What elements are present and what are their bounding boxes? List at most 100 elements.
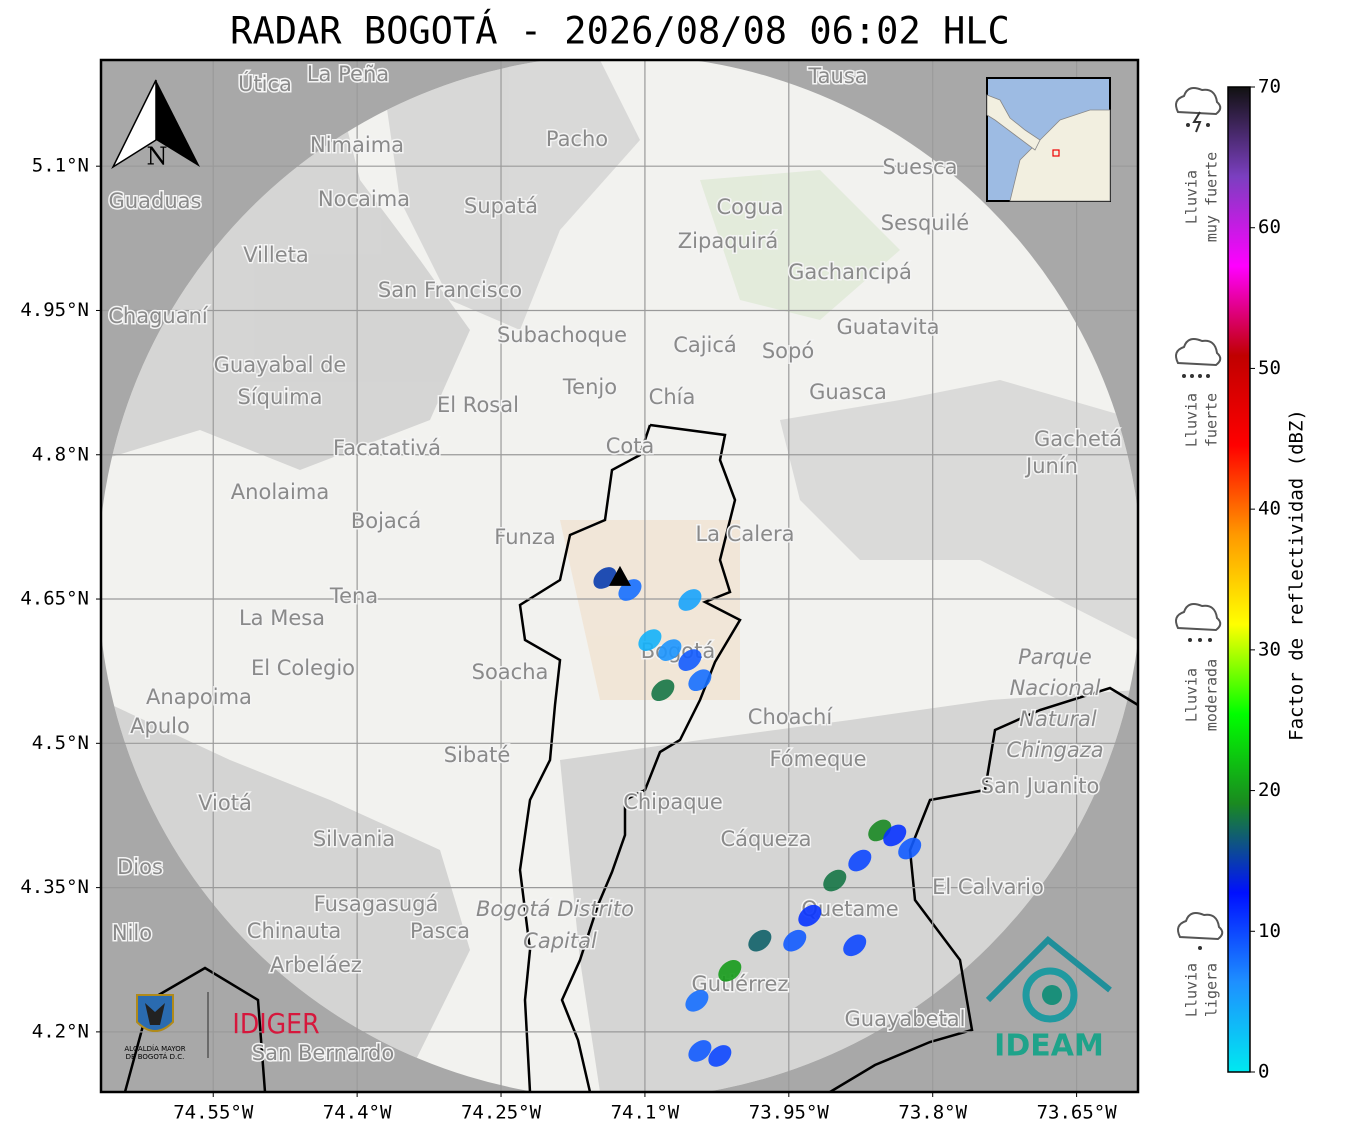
legend-label: muy fuerte bbox=[1203, 152, 1221, 242]
place-label: Guayabal de bbox=[214, 353, 347, 377]
place-label: Soacha bbox=[472, 660, 549, 684]
place-label: Funza bbox=[494, 525, 555, 549]
place-label: Nocaima bbox=[318, 187, 410, 211]
place-label: Apulo bbox=[130, 714, 190, 738]
place-label: Natural bbox=[1019, 707, 1097, 731]
radar-echo bbox=[783, 929, 807, 952]
place-label: Nilo bbox=[112, 921, 152, 945]
logo-ideam: IDEAM bbox=[985, 935, 1112, 1064]
radar-echo bbox=[658, 639, 682, 661]
legend-label: Lluvia bbox=[1183, 170, 1201, 224]
place-label: Bojacá bbox=[351, 509, 421, 533]
place-label: La Peña bbox=[307, 62, 389, 86]
place-label: Tena bbox=[329, 584, 378, 608]
x-tick-label: 74.4°W bbox=[323, 1102, 392, 1124]
colorbar-tick-label: 30 bbox=[1258, 638, 1281, 660]
place-label: El Colegio bbox=[251, 656, 355, 680]
place-label: Tausa bbox=[807, 64, 867, 88]
legend-label: Lluvia bbox=[1183, 668, 1201, 722]
place-label: Silvania bbox=[313, 827, 395, 851]
echoes bbox=[593, 565, 922, 1067]
y-tick-label: 4.95°N bbox=[20, 299, 89, 321]
x-tick-label: 73.8°W bbox=[898, 1102, 967, 1124]
place-label: Subachoque bbox=[497, 323, 627, 347]
radar-echo bbox=[883, 824, 907, 847]
radar-echo bbox=[651, 679, 675, 702]
y-tick-label: 4.65°N bbox=[20, 588, 89, 610]
place-label: Útica bbox=[238, 71, 292, 96]
logo-text: DE BOGOTÁ D.C. bbox=[126, 1052, 185, 1061]
legend-label: Lluvia bbox=[1183, 393, 1201, 447]
place-label: Cota bbox=[606, 434, 655, 458]
logo-text: ALCALDÍA MAYOR bbox=[124, 1044, 185, 1053]
place-label: El Rosal bbox=[437, 393, 519, 417]
legend-label: ligera bbox=[1203, 963, 1221, 1017]
ticks: 74.55°W 74.4°W 74.25°W 74.1°W 73.95°W 73.8°W 7… bbox=[20, 155, 1117, 1124]
place-label: Gachetá bbox=[1034, 427, 1122, 451]
place-label: Junín bbox=[1024, 454, 1078, 478]
x-tick-label: 74.55°W bbox=[173, 1102, 254, 1124]
y-tick-label: 4.5°N bbox=[32, 732, 89, 754]
legend-label: Lluvia bbox=[1183, 963, 1201, 1017]
plot-frame bbox=[99, 58, 1140, 1094]
place-label: Síquima bbox=[238, 385, 323, 409]
place-label: Guatavita bbox=[837, 315, 940, 339]
colorbar-tick-label: 10 bbox=[1258, 920, 1281, 942]
place-label: Nacional bbox=[1010, 676, 1101, 700]
colorbar-scale bbox=[1227, 86, 1251, 1073]
colorbar-tick-label: 20 bbox=[1258, 779, 1281, 801]
place-label: Gutiérrez bbox=[692, 972, 789, 996]
colorbar-tick-label: 60 bbox=[1258, 216, 1281, 238]
north-arrow: N bbox=[111, 79, 200, 171]
colorbar-tick-label: 50 bbox=[1258, 357, 1281, 379]
place-label: Chipaque bbox=[623, 790, 723, 814]
place-label: Sibaté bbox=[444, 743, 511, 767]
district-boundary bbox=[560, 423, 742, 1092]
place-label: Sesquilé bbox=[881, 211, 969, 235]
place-label: Zipaquirá bbox=[678, 229, 778, 253]
logo-idiger: IDIGER bbox=[232, 1007, 319, 1040]
place-label: El Calvario bbox=[932, 875, 1044, 899]
place-label: Nimaima bbox=[310, 133, 404, 157]
place-label: Chinauta bbox=[247, 919, 341, 943]
radar-site bbox=[608, 565, 631, 586]
colorbar-tick-label: 40 bbox=[1258, 498, 1281, 520]
place-label: Bogotá Distrito bbox=[476, 897, 634, 921]
place-label: Guayabetal bbox=[845, 1007, 966, 1031]
radar-echo bbox=[823, 869, 847, 892]
place-label: Cajicá bbox=[673, 333, 737, 357]
place-label: Gachancipá bbox=[788, 260, 912, 284]
place-label: Villeta bbox=[243, 243, 308, 267]
place-label: San Francisco bbox=[378, 278, 522, 302]
radar-echo bbox=[848, 849, 872, 872]
place-label: Fusagasugá bbox=[314, 892, 439, 916]
place-label: Guasca bbox=[809, 380, 887, 404]
title: RADAR BOGOTÁ - 2026/08/08 06:02 HLC bbox=[230, 9, 1010, 53]
radar-echo bbox=[798, 904, 822, 927]
place-label: Chía bbox=[649, 385, 696, 409]
place-label: Guaduas bbox=[109, 189, 202, 213]
place-label: Pasca bbox=[410, 919, 470, 943]
x-tick-label: 74.25°W bbox=[461, 1102, 542, 1124]
radar-echo bbox=[718, 959, 742, 982]
place-label: Chaguaní bbox=[108, 304, 209, 328]
colorbar-tick-label: 0 bbox=[1258, 1061, 1269, 1083]
legend-label: fuerte bbox=[1203, 393, 1221, 447]
place-label: Chingaza bbox=[1006, 738, 1103, 762]
place-label: Sopó bbox=[762, 339, 814, 363]
x-tick-label: 73.65°W bbox=[1037, 1102, 1118, 1124]
y-tick-label: 4.2°N bbox=[32, 1020, 89, 1042]
colorbar-tick-label: 70 bbox=[1258, 76, 1281, 98]
place-label: Suesca bbox=[883, 155, 958, 179]
x-tick-label: 74.1°W bbox=[611, 1102, 680, 1124]
radar-echo bbox=[688, 1040, 712, 1062]
logo-ideam-text: IDEAM bbox=[994, 1029, 1104, 1064]
colorbar: 0 10 20 30 40 50 60 70 Factor de reflectividad (… bbox=[1227, 76, 1308, 1083]
place-label: Tenjo bbox=[562, 375, 617, 399]
radar-echo bbox=[638, 629, 662, 651]
place-label: San Bernardo bbox=[252, 1041, 394, 1065]
place-label: Facatativá bbox=[333, 436, 441, 460]
place-label: Viotá bbox=[198, 791, 252, 815]
place-label: Parque bbox=[1018, 645, 1092, 669]
